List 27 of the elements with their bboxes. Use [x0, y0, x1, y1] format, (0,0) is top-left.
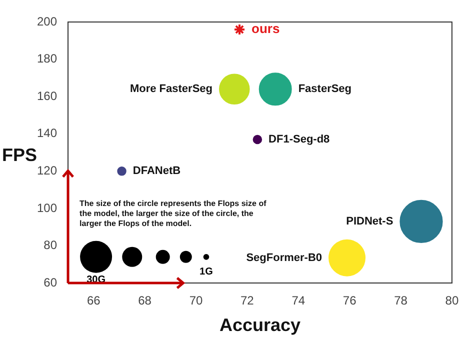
series-label: SegFormer-B0: [246, 252, 322, 264]
series-label: DF1-Seg-d8: [268, 134, 330, 146]
legend-label: 1G: [200, 266, 214, 278]
x-tick-label: 76: [342, 294, 357, 308]
x-tick-label: 70: [189, 294, 203, 308]
series-label: More FasterSeg: [130, 83, 212, 96]
series-label: PIDNet-S: [346, 216, 394, 228]
y-tick-label: 80: [44, 238, 58, 252]
y-tick-label: 160: [36, 88, 58, 103]
y-tick-label: 60: [44, 275, 58, 290]
series-label: FasterSeg: [298, 83, 352, 96]
y-axis-title: FPS: [2, 144, 38, 166]
x-tick-label: 78: [394, 294, 408, 308]
y-tick-label: 100: [36, 200, 58, 215]
y-tick-label: 120: [36, 163, 58, 178]
annotation: The size of the circle represents the Flops size of the model, the larger the size of the circle, the larger the Flops of the model.: [80, 199, 268, 230]
x-axis-title: Accuracy: [219, 315, 301, 336]
x-tick-label: 74: [292, 294, 306, 308]
x-tick-label: 68: [138, 294, 152, 308]
x-tick-label: 66: [86, 294, 101, 308]
y-tick-label: 180: [36, 52, 58, 66]
y-tick-label: 140: [36, 126, 58, 140]
series-label: DFANetB: [132, 165, 181, 178]
x-tick-label: 80: [445, 294, 459, 308]
x-tick-label: 72: [240, 294, 254, 308]
y-tick-label: 200: [36, 14, 58, 28]
series-label: ours: [252, 21, 280, 36]
